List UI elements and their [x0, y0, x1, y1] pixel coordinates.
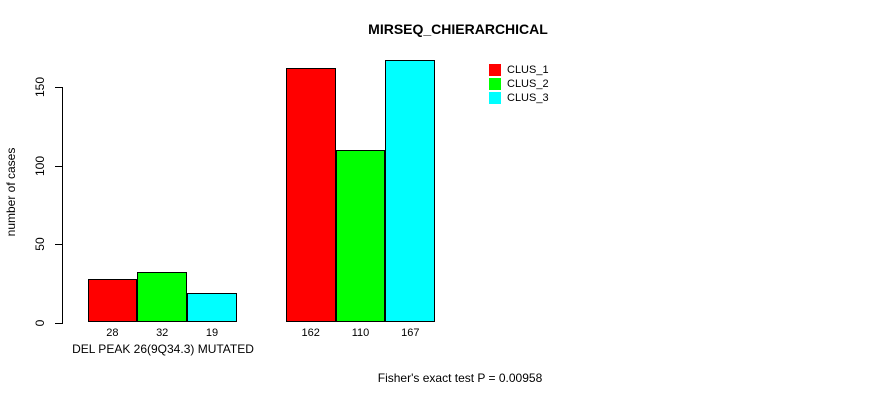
legend-label: CLUS_3 [507, 92, 549, 104]
y-tick-label: 50 [33, 237, 47, 251]
legend-item: CLUS_1 [489, 64, 549, 76]
bar-value-label: 162 [301, 327, 320, 339]
bar [187, 292, 237, 323]
legend-item: CLUS_3 [489, 92, 549, 104]
bar-value-label: 19 [205, 327, 219, 339]
fisher-test-annotation: Fisher's exact test P = 0.00958 [377, 371, 543, 385]
y-tick-label: 150 [33, 76, 47, 98]
bar-value-label: 28 [106, 327, 119, 339]
bar [87, 278, 138, 323]
legend-item: CLUS_2 [489, 78, 549, 90]
y-axis-line [62, 87, 63, 324]
bar [385, 60, 436, 323]
bar-value-label: 167 [401, 327, 420, 339]
bar [335, 149, 386, 323]
bar-value-label: 32 [156, 327, 169, 339]
y-tick [55, 87, 62, 88]
x-axis-group-label: DEL PEAK 26(9Q34.3) MUTATED [72, 342, 254, 356]
legend: CLUS_1 CLUS_2 CLUS_3 [489, 64, 549, 106]
legend-swatch [489, 92, 501, 104]
y-tick-label: 100 [33, 155, 47, 176]
y-tick [55, 165, 62, 167]
legend-swatch [489, 78, 501, 90]
bar-value-label: 110 [351, 327, 370, 339]
legend-swatch [489, 64, 501, 76]
legend-label: CLUS_2 [507, 78, 549, 90]
bar [285, 68, 336, 323]
y-tick [55, 322, 62, 324]
chart-title: MIRSEQ_CHIERARCHICAL [368, 21, 548, 37]
bar [137, 272, 188, 323]
legend-label: CLUS_1 [507, 64, 549, 76]
y-tick-label: 0 [33, 319, 47, 326]
y-tick [55, 244, 62, 245]
